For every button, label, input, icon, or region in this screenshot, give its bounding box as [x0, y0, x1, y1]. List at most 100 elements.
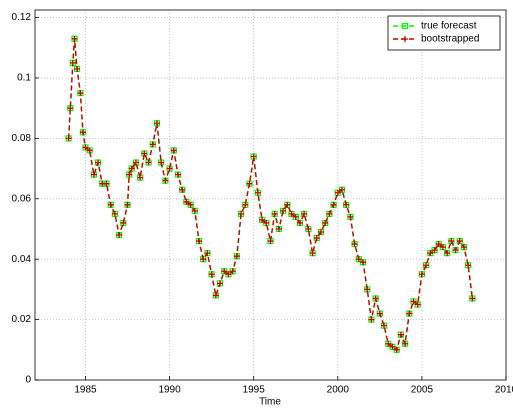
- marker: [233, 253, 240, 260]
- marker: [444, 250, 451, 257]
- marker: [343, 201, 350, 208]
- legend-label: bootstrapped: [421, 34, 479, 45]
- marker: [212, 292, 219, 299]
- marker: [217, 280, 224, 287]
- legend-marker: [401, 22, 409, 30]
- marker: [418, 271, 425, 278]
- x-tick-label: 2005: [411, 385, 434, 396]
- marker: [137, 174, 144, 181]
- marker: [364, 286, 371, 293]
- marker: [174, 171, 181, 178]
- marker: [313, 235, 320, 242]
- marker: [267, 238, 274, 245]
- y-tick-label: 0.04: [12, 254, 32, 265]
- marker: [368, 316, 375, 323]
- legend-marker: [402, 36, 408, 42]
- marker: [259, 216, 266, 223]
- y-tick-label: 0: [25, 375, 31, 386]
- marker: [402, 340, 409, 347]
- marker: [242, 201, 249, 208]
- marker: [376, 310, 383, 317]
- marker: [439, 244, 446, 251]
- marker: [250, 153, 257, 160]
- marker: [410, 298, 417, 305]
- marker: [145, 159, 152, 166]
- marker: [406, 310, 413, 317]
- marker: [456, 238, 463, 245]
- y-tick-label: 0.1: [17, 73, 31, 84]
- marker: [196, 238, 203, 245]
- marker: [204, 250, 211, 257]
- marker: [124, 201, 131, 208]
- marker: [77, 90, 84, 97]
- marker: [132, 159, 139, 166]
- marker: [414, 301, 421, 308]
- marker: [372, 295, 379, 302]
- marker: [431, 247, 438, 254]
- marker: [330, 201, 337, 208]
- marker: [149, 141, 156, 148]
- marker: [162, 177, 169, 184]
- marker: [107, 201, 114, 208]
- marker: [95, 159, 102, 166]
- marker: [275, 225, 282, 232]
- marker: [166, 165, 173, 172]
- marker: [120, 219, 127, 226]
- marker: [71, 35, 78, 42]
- marker: [389, 343, 396, 350]
- legend-label: true forecast: [421, 21, 477, 32]
- y-tick-label: 0.08: [12, 133, 32, 144]
- marker: [288, 210, 295, 217]
- marker: [393, 346, 400, 353]
- marker: [355, 256, 362, 263]
- marker: [254, 189, 261, 196]
- marker: [221, 268, 228, 275]
- x-tick-label: 2000: [327, 385, 350, 396]
- marker: [111, 210, 118, 217]
- marker: [229, 268, 236, 275]
- x-axis-label: Time: [259, 397, 281, 408]
- marker: [435, 241, 442, 248]
- marker: [397, 331, 404, 338]
- marker: [126, 171, 133, 178]
- marker: [158, 159, 165, 166]
- marker: [284, 201, 291, 208]
- legend: true forecast bootstrapped: [387, 15, 501, 51]
- marker: [187, 201, 194, 208]
- marker: [326, 210, 333, 217]
- marker: [292, 213, 299, 220]
- marker: [448, 238, 455, 245]
- marker: [179, 186, 186, 193]
- plot-frame: [34, 9, 507, 381]
- marker: [200, 256, 207, 263]
- marker: [90, 171, 97, 178]
- marker: [460, 244, 467, 251]
- marker: [82, 144, 89, 151]
- marker: [381, 322, 388, 329]
- y-tick-label: 0.02: [12, 314, 32, 325]
- marker: [465, 262, 472, 269]
- marker: [103, 180, 110, 187]
- marker: [69, 59, 76, 66]
- legend-box: [387, 15, 501, 51]
- marker: [238, 210, 245, 217]
- marker: [153, 120, 160, 127]
- marker: [427, 250, 434, 257]
- marker: [141, 150, 148, 157]
- marker: [263, 219, 270, 226]
- marker: [351, 241, 358, 248]
- marker: [280, 207, 287, 214]
- marker: [452, 247, 459, 254]
- marker: [469, 295, 476, 302]
- marker: [86, 147, 93, 154]
- marker: [74, 65, 81, 72]
- marker: [385, 340, 392, 347]
- marker: [347, 213, 354, 220]
- x-tick-label: 1985: [74, 385, 97, 396]
- marker: [246, 180, 253, 187]
- x-tick-label: 1990: [158, 385, 181, 396]
- marker: [309, 250, 316, 257]
- marker: [271, 210, 278, 217]
- marker: [423, 262, 430, 269]
